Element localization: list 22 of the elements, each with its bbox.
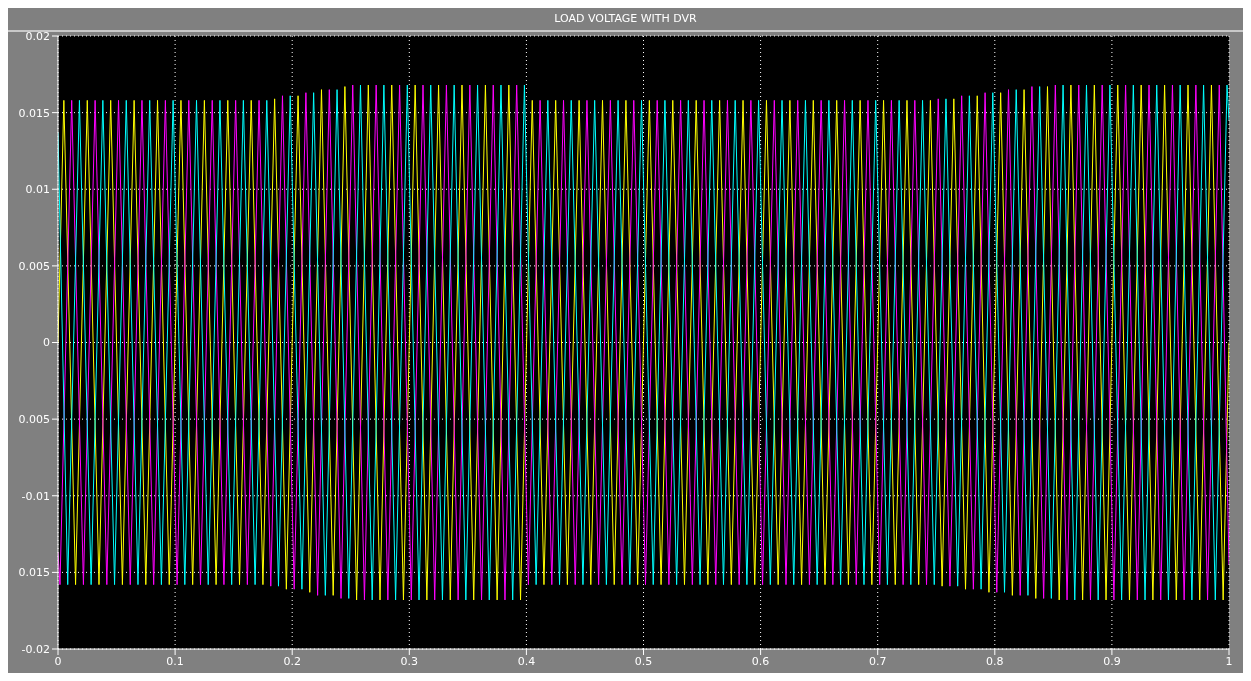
y-tick-label: 0.015 — [18, 566, 50, 580]
y-tick-label: -0.02 — [21, 642, 50, 656]
y-tick-label: 0 — [43, 336, 50, 350]
x-tick-label: 0 — [54, 654, 62, 668]
y-tick-label: 0.02 — [25, 29, 50, 43]
y-tick-label: -0.01 — [21, 489, 50, 503]
x-tick-label: 0.3 — [400, 654, 419, 668]
y-tick-label: 0.005 — [18, 259, 50, 273]
x-tick-label: 0.4 — [517, 654, 536, 668]
x-tick-label: 0.7 — [868, 654, 887, 668]
line-series — [58, 84, 1229, 601]
x-tick-label: 1 — [1225, 654, 1233, 668]
y-tick-label: 0.01 — [25, 183, 50, 197]
chart-title: LOAD VOLTAGE WITH DVR — [554, 12, 697, 25]
x-tick-label: 0.9 — [1103, 654, 1121, 668]
x-tick-label: 0.6 — [751, 654, 770, 668]
y-tick-label: 0.005 — [18, 413, 50, 427]
x-tick-label: 0.5 — [634, 654, 653, 668]
x-tick-label: 0.8 — [986, 654, 1004, 668]
y-tick-label: 0.015 — [18, 106, 50, 120]
x-tick-label: 0.2 — [283, 654, 301, 668]
x-tick-label: 0.1 — [166, 654, 184, 668]
